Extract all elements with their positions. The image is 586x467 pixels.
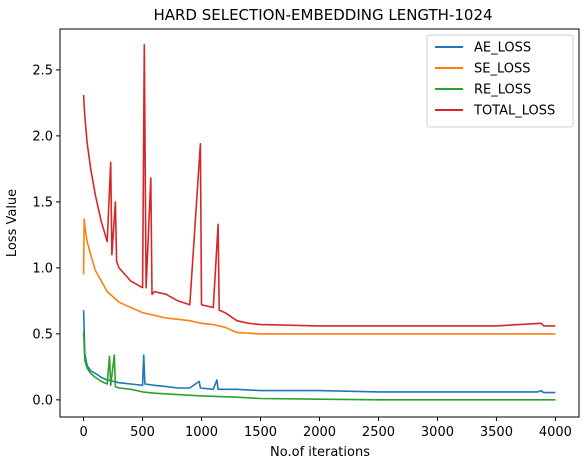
x-tick-label: 2500	[362, 425, 395, 440]
series-line-se-loss	[82, 218, 556, 335]
chart-title: HARD SELECTION-EMBEDDING LENGTH-1024	[153, 6, 492, 24]
x-axis-label: No.of iterations	[270, 445, 370, 460]
legend-box	[426, 34, 574, 128]
x-tick-label: 0	[79, 425, 87, 440]
y-tick-label: 2.5	[32, 63, 53, 78]
y-tick-label: 2.0	[32, 129, 53, 144]
y-tick-label: 1.5	[32, 195, 53, 210]
x-tick-label: 500	[130, 425, 155, 440]
y-axis: 0.0 0.5 1.0 1.5 2.0 2.5	[32, 63, 60, 408]
x-tick-label: 1500	[244, 425, 277, 440]
series-line-ae-loss	[82, 310, 556, 394]
y-axis-label: Loss Value	[5, 189, 20, 257]
series-line-total-loss	[82, 44, 556, 327]
legend-label: SE_LOSS	[474, 62, 530, 77]
x-tick-label: 4000	[539, 425, 572, 440]
series-line-re-loss	[82, 331, 556, 401]
x-tick-label: 2000	[303, 425, 336, 440]
y-tick-label: 0.0	[32, 393, 53, 408]
legend-label: TOTAL_LOSS	[473, 104, 555, 119]
x-axis: 0 500 1000 1500 2000 2500 3000 3500 4000	[79, 417, 572, 440]
x-tick-label: 3000	[421, 425, 454, 440]
x-tick-label: 3500	[480, 425, 513, 440]
x-tick-label: 1000	[185, 425, 218, 440]
plot-area	[82, 44, 556, 401]
legend-label: AE_LOSS	[474, 41, 531, 56]
legend: AE_LOSS SE_LOSS RE_LOSS TOTAL_LOSS	[426, 34, 574, 128]
y-tick-label: 1.0	[32, 261, 53, 276]
legend-label: RE_LOSS	[474, 83, 531, 98]
y-tick-label: 0.5	[32, 327, 53, 342]
